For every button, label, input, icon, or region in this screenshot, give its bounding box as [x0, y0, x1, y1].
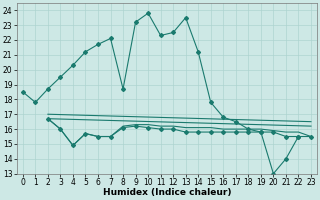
X-axis label: Humidex (Indice chaleur): Humidex (Indice chaleur) — [103, 188, 231, 197]
